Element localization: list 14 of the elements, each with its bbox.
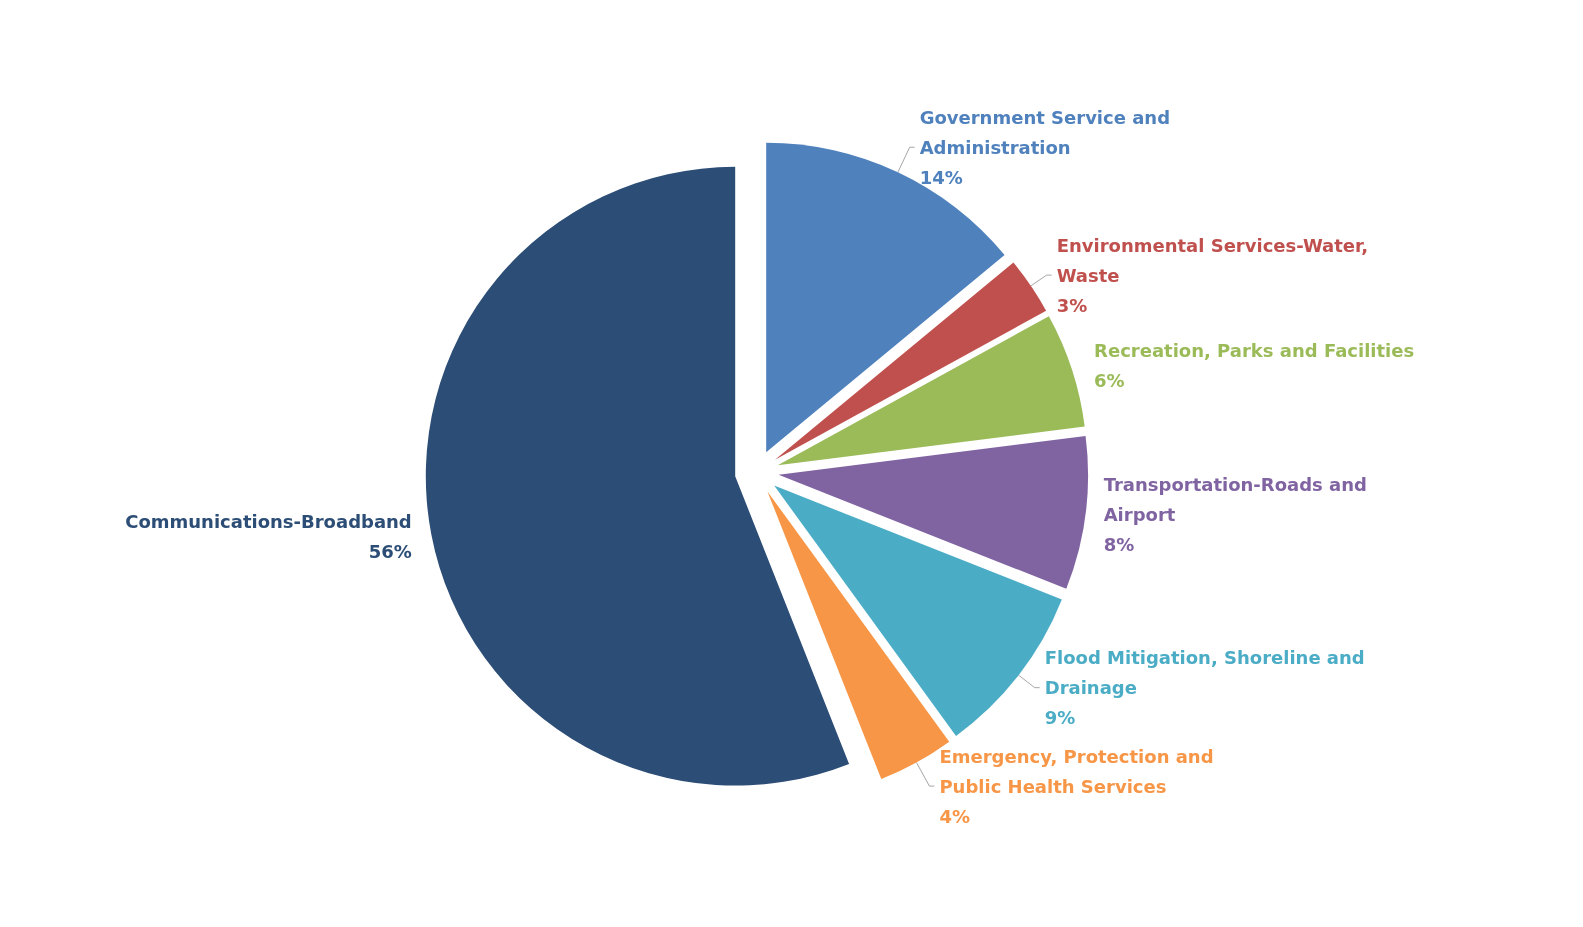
slice-label: Emergency, Protection and Public Health Services (939, 745, 1220, 797)
slice-label: Flood Mitigation, Shoreline and Drainage (1044, 647, 1371, 699)
data-label: 6% (1094, 370, 1125, 392)
slice-label: Communications-Broadband (125, 510, 412, 532)
data-label: 3% (1056, 294, 1088, 316)
data-label: 9% (1044, 707, 1076, 729)
data-label: 8% (1103, 534, 1135, 556)
data-label: 56% (368, 540, 412, 562)
data-label: 4% (939, 805, 970, 827)
slice-label: Transportation-Roads and Airport (1103, 474, 1374, 526)
slice-label: Environmental Services-Water, Waste (1056, 234, 1375, 286)
data-label: 14% (919, 166, 963, 188)
slice-label: Government Service and Administration (919, 106, 1177, 158)
slice-label: Recreation, Parks and Facilities (1094, 340, 1415, 362)
